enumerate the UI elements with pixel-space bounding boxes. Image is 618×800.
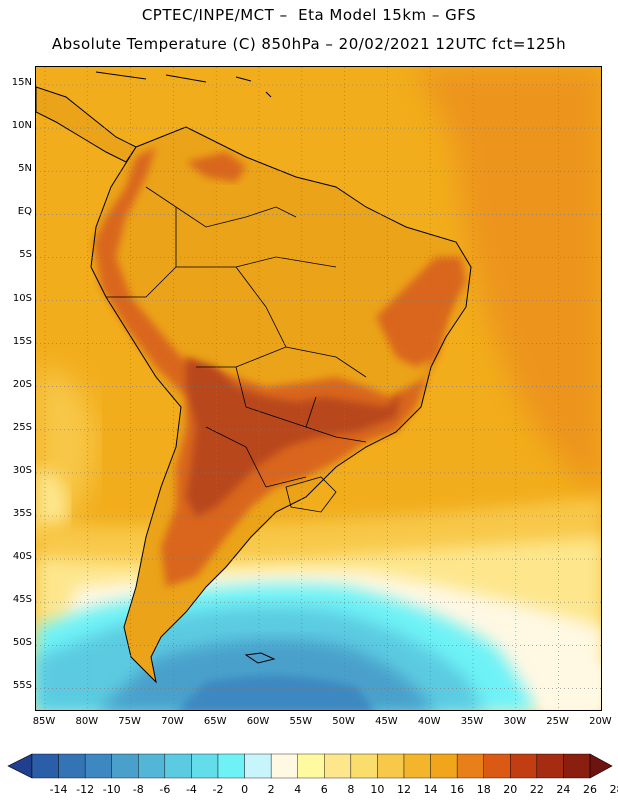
map-canvas: [36, 67, 601, 710]
colorbar-label: -12: [76, 783, 95, 796]
colorbar-label: -8: [132, 783, 144, 796]
colorbar-label: 12: [397, 783, 411, 796]
lat-label: 55S: [12, 680, 32, 692]
temperature-map: [35, 66, 602, 711]
colorbar-swatch: [430, 753, 458, 779]
colorbar-swatch: [324, 753, 352, 779]
colorbar-label: -6: [159, 783, 171, 796]
band-minus8: [178, 675, 375, 710]
colorbar-swatch: [483, 753, 511, 779]
lat-label: 10N: [11, 120, 32, 132]
lat-label: 5N: [18, 163, 32, 175]
lon-label: 65W: [203, 716, 227, 727]
lon-label: 30W: [503, 716, 527, 727]
lat-label: 20S: [12, 378, 32, 390]
lon-label: 75W: [118, 716, 141, 727]
colorbar-label: 26: [583, 783, 597, 796]
chart-title-line1: CPTEC/INPE/MCT – Eta Model 15km – GFS: [141, 6, 477, 24]
lon-label: 55W: [289, 716, 313, 727]
colorbar-label: 28: [609, 783, 618, 796]
colorbar-swatch: [403, 753, 431, 779]
colorbar-swatch: [456, 753, 484, 779]
colorbar-swatch: [536, 753, 564, 779]
lon-label: 20W: [589, 716, 612, 727]
lat-label: 25S: [12, 421, 32, 433]
colorbar-label: 24: [556, 783, 571, 796]
hot-ne-brazil: [376, 257, 466, 367]
lat-label: EQ: [17, 206, 32, 218]
colorbar-label: -14: [49, 783, 68, 796]
colorbar-swatch: [350, 753, 378, 779]
colorbar-label: 16: [450, 783, 465, 796]
colorbar-label: 8: [347, 783, 355, 796]
lon-label: 85W: [32, 716, 56, 727]
lon-label: 50W: [332, 716, 355, 727]
lat-label: 40S: [12, 551, 32, 563]
colorbar-swatch: [191, 753, 219, 779]
colorbar-label: -10: [102, 783, 121, 796]
caribbean-islands: [95, 71, 272, 98]
colorbar-label: 10: [370, 783, 385, 796]
colorbar-label: 4: [294, 783, 302, 796]
country-borders: [106, 186, 367, 488]
colorbar-label: 2: [267, 783, 275, 796]
lat-label: 45S: [12, 594, 32, 606]
lon-label: 60W: [246, 716, 270, 727]
colorbar-label: 18: [476, 783, 491, 796]
lon-label: 45W: [375, 716, 398, 727]
lon-label: 35W: [460, 716, 484, 727]
colorbar-swatch: [138, 753, 166, 779]
colorbar-label: 20: [503, 783, 518, 796]
colorbar-label: 14: [423, 783, 438, 796]
lat-label: 5S: [19, 249, 32, 261]
pacific-pale-zone-inner: [36, 467, 68, 537]
colorbar-swatch: [244, 753, 272, 779]
colorbar-max-arrow: [589, 753, 613, 779]
lat-label: 15S: [12, 335, 32, 347]
lat-label: 30S: [12, 464, 32, 476]
atlantic-warm-region: [416, 67, 601, 496]
lon-label: 70W: [161, 716, 184, 727]
colorbar-swatch: [563, 753, 591, 779]
colorbar-label: -4: [185, 783, 197, 796]
lon-label: 80W: [75, 716, 99, 727]
uruguay-border: [285, 476, 337, 513]
colorbar-label: 6: [320, 783, 328, 796]
lat-label: 10S: [12, 292, 32, 304]
colorbar-swatch: [31, 753, 59, 779]
lat-label: 35S: [12, 508, 32, 519]
lat-label: 50S: [12, 637, 32, 649]
colorbar-min-arrow: [7, 753, 33, 779]
falkland-islands: [244, 652, 276, 664]
colorbar-label: 0: [241, 783, 249, 796]
colorbar-swatch: [510, 753, 538, 779]
central-america-coast: [36, 86, 137, 163]
colorbar-label: -2: [212, 783, 224, 796]
colorbar-swatch: [270, 753, 298, 779]
lon-label: 40W: [417, 716, 441, 727]
colorbar: [7, 753, 613, 779]
colorbar-swatch: [297, 753, 325, 779]
colorbar-swatch: [217, 753, 245, 779]
colorbar-swatch: [58, 753, 86, 779]
hot-core-andes: [94, 147, 456, 587]
chart-title-line2: Absolute Temperature (C) 850hPa – 20/02/…: [51, 35, 567, 53]
hotter-core: [186, 357, 401, 517]
colorbar-swatch: [84, 753, 112, 779]
colorbar-label: 22: [529, 783, 544, 796]
lon-label: 25W: [546, 716, 569, 727]
colorbar-swatch: [377, 753, 405, 779]
colorbar-swatch: [164, 753, 192, 779]
band-pale-se: [516, 627, 601, 710]
lat-label: 15N: [11, 77, 32, 88]
colorbar-swatch: [111, 753, 139, 779]
graticule: [36, 67, 601, 710]
